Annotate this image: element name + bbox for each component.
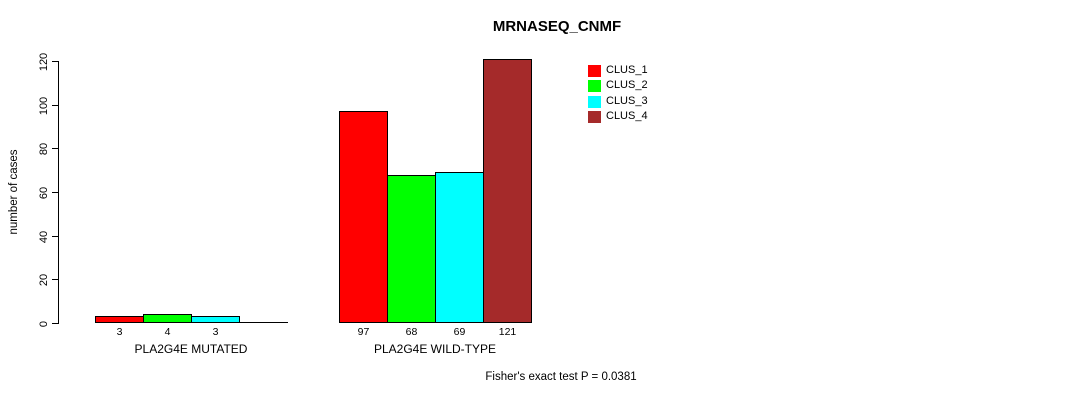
bar-value-label: 3 — [116, 326, 123, 338]
legend-swatch-icon — [588, 80, 601, 92]
bar-clus_4-zero — [239, 322, 288, 323]
bar-clus_2 — [387, 175, 436, 323]
y-axis-label: number of cases — [8, 149, 20, 235]
bar-clus_2 — [143, 314, 192, 323]
bar-value-label: 69 — [453, 326, 466, 338]
y-tick-mark — [52, 192, 59, 193]
y-tick-mark — [52, 105, 59, 106]
legend-label: CLUS_2 — [606, 79, 648, 91]
y-tick-label: 20 — [38, 273, 50, 286]
fisher-test-caption: Fisher's exact test P = 0.0381 — [485, 371, 637, 383]
x-category-label: PLA2G4E WILD-TYPE — [373, 342, 497, 356]
y-tick-mark — [52, 148, 59, 149]
legend-label: CLUS_3 — [606, 95, 648, 107]
bar-clus_4 — [483, 59, 532, 323]
bar-value-label: 3 — [212, 326, 219, 338]
y-tick-label: 80 — [38, 142, 50, 155]
bar-value-label: 97 — [357, 326, 370, 338]
bar-value-label: 121 — [498, 326, 517, 338]
legend-swatch-icon — [588, 111, 601, 123]
y-tick-label: 120 — [38, 52, 50, 71]
legend-swatch-icon — [588, 65, 601, 77]
y-tick-mark — [52, 279, 59, 280]
bar-value-label: 4 — [164, 326, 171, 338]
chart-title: MRNASEQ_CNMF — [492, 18, 622, 35]
legend-swatch-icon — [588, 96, 601, 108]
bar-clus_3 — [435, 172, 484, 323]
y-tick-mark — [52, 61, 59, 62]
y-tick-mark — [52, 323, 59, 324]
bar-clus_1 — [339, 111, 388, 323]
bar-clus_1 — [95, 316, 144, 323]
legend-label: CLUS_4 — [606, 110, 648, 122]
y-tick-label: 100 — [38, 96, 50, 115]
bar-value-label: 68 — [405, 326, 418, 338]
legend-label: CLUS_1 — [606, 64, 648, 76]
x-category-label: PLA2G4E MUTATED — [134, 342, 248, 356]
y-tick-label: 40 — [38, 230, 50, 243]
bar-clus_3 — [191, 316, 240, 323]
y-tick-mark — [52, 236, 59, 237]
y-tick-label: 0 — [38, 320, 50, 327]
y-tick-label: 60 — [38, 186, 50, 199]
